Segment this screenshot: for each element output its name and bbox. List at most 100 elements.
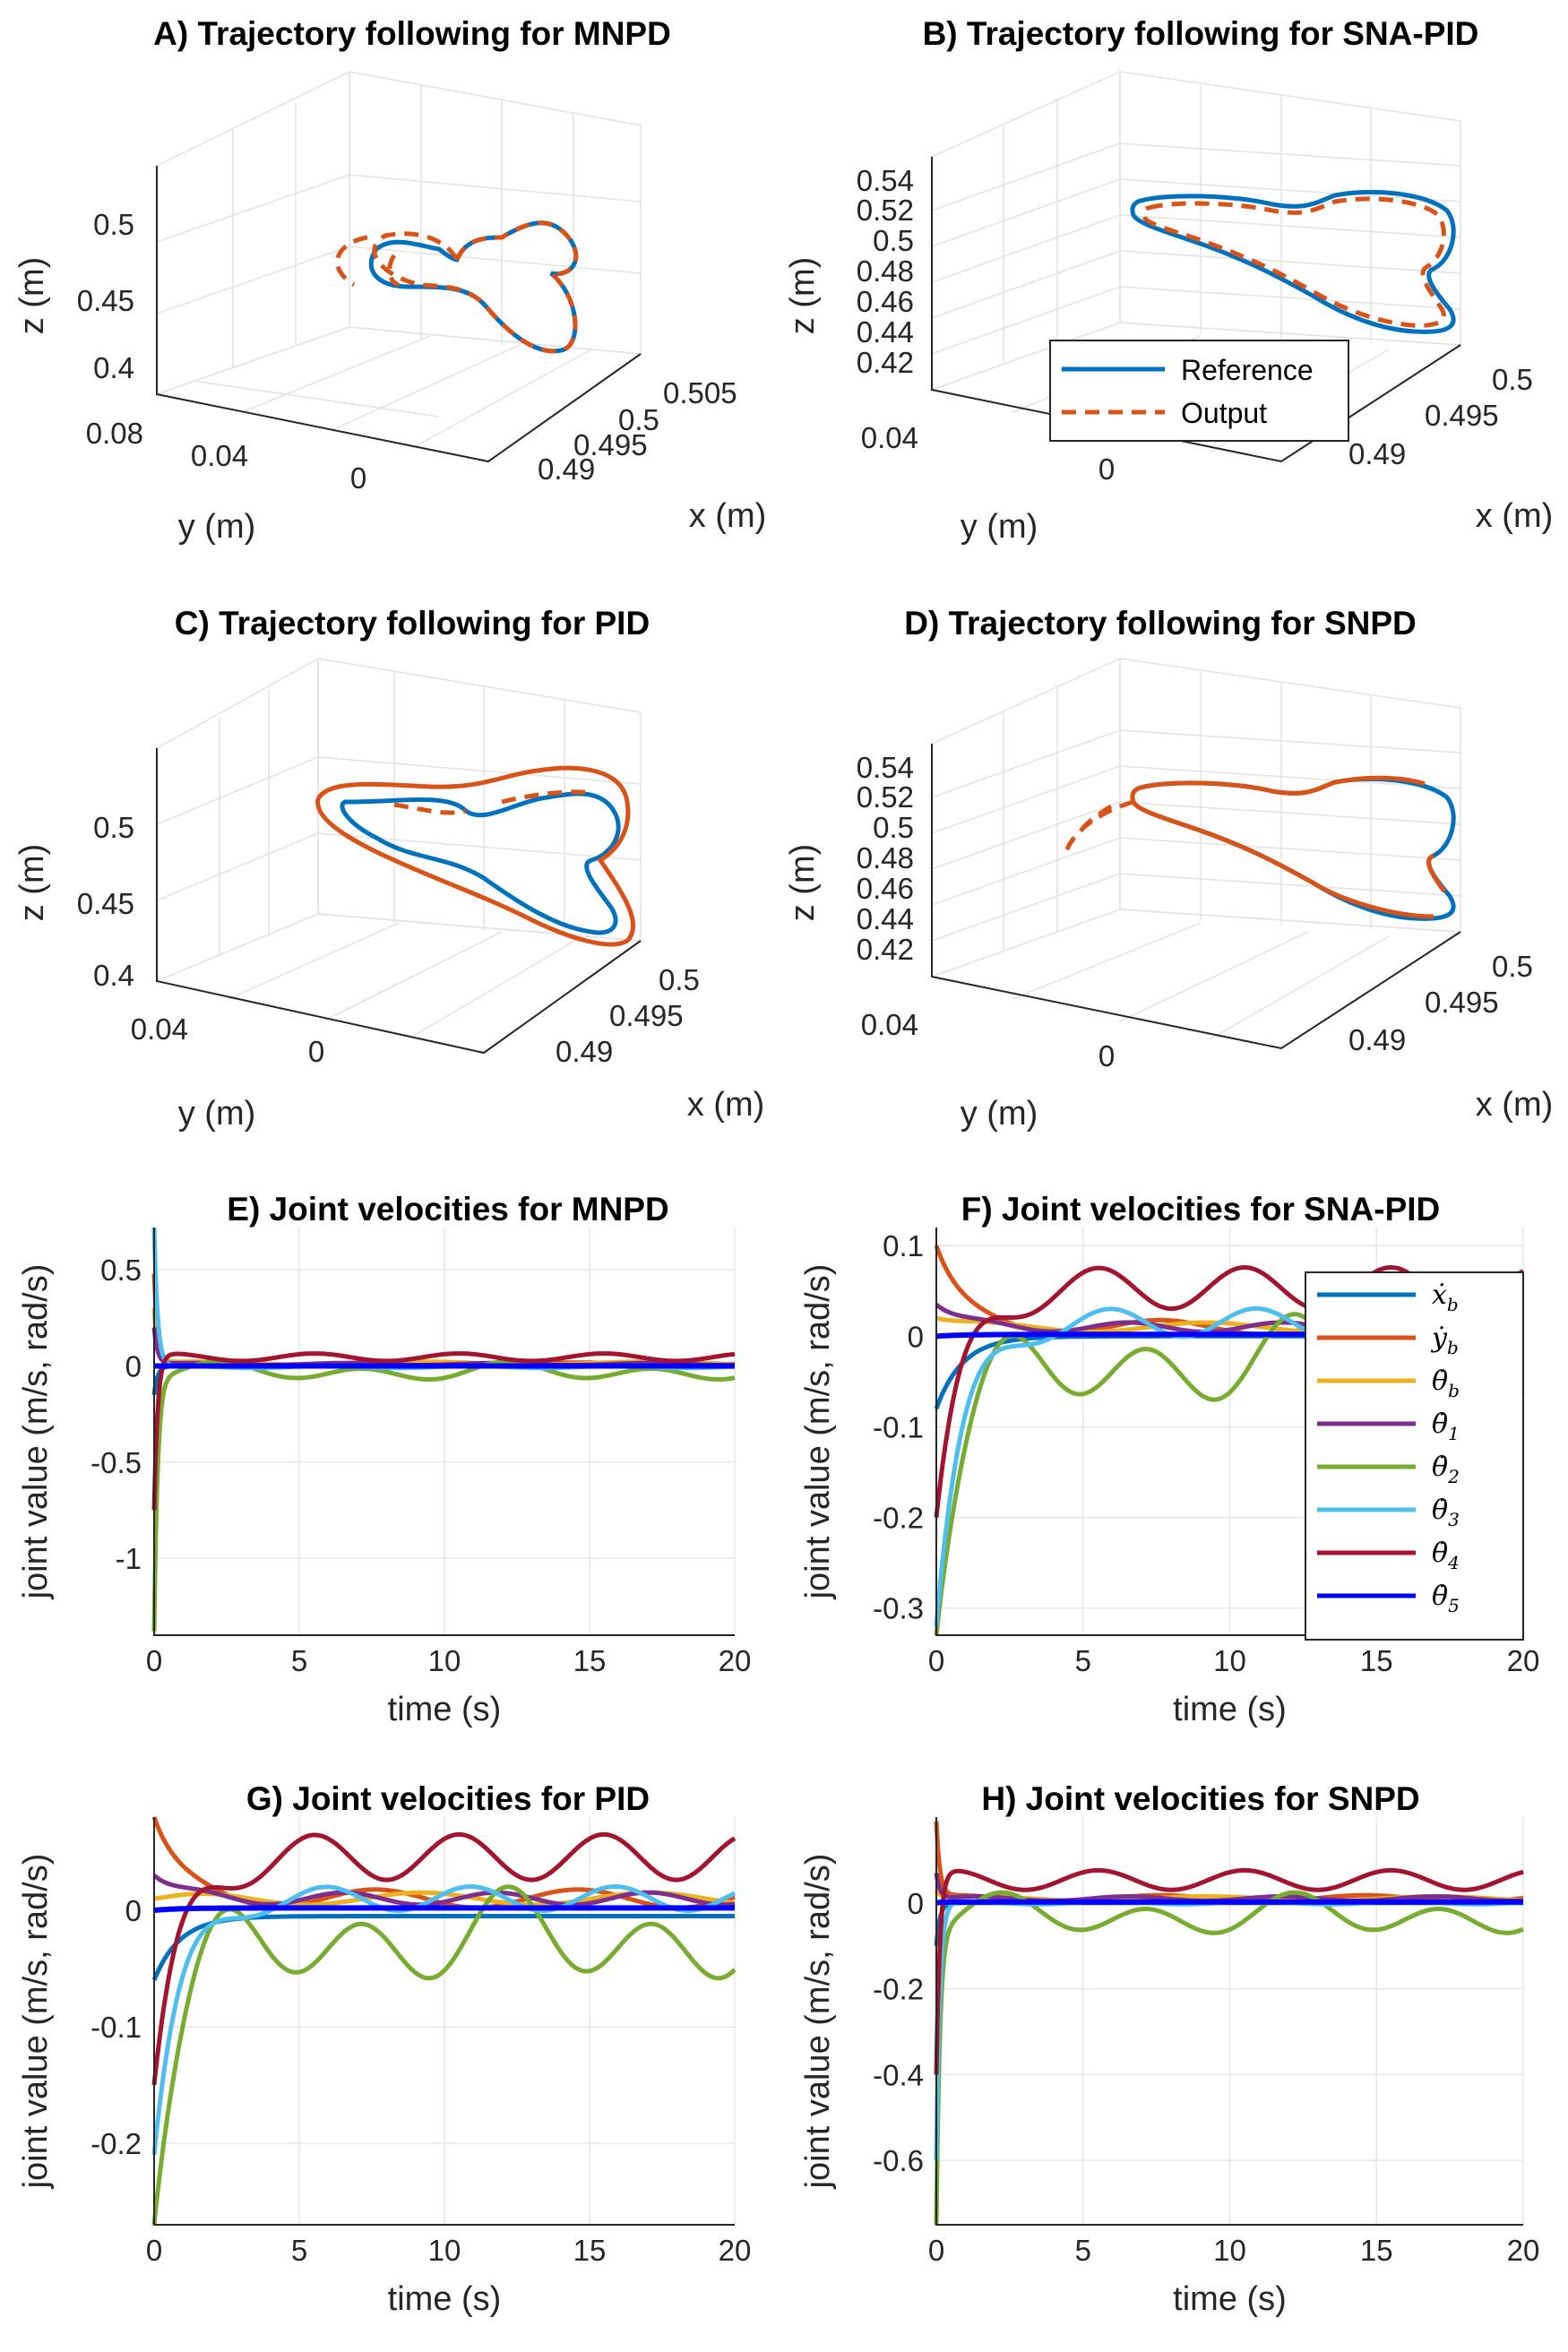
panel-e-title: E) Joint velocities for MNPD [227,1191,668,1228]
panel-d-z-tick: 0.48 [857,841,914,874]
series-theta-2-line [151,1884,737,2226]
panel-a-z-tick: 0.4 [93,351,134,384]
panel-d-grid [929,657,1463,1049]
panel-a-y-tick: 0.08 [86,417,143,450]
panel-f-title: F) Joint velocities for SNA-PID [961,1191,1441,1228]
x-axis-label: time (s) [388,2280,502,2318]
panel-b-x-tick: 0.5 [1492,363,1533,396]
x-tick-label: 15 [1360,1644,1393,1677]
panel-c-xlabel: x (m) [687,1086,765,1124]
x-tick-label: 15 [573,2234,607,2267]
panel-c-output-line [315,765,635,947]
x-axis-label: time (s) [388,1691,502,1728]
panel-c-y-tick: 0 [308,1035,324,1068]
x-tick-label: 5 [1075,2234,1091,2267]
y-tick-label: -0.5 [90,1446,142,1479]
y-axis-label: joint value (m/s, rad/s) [17,1264,55,1600]
panel-a-output-line [334,220,579,354]
velocity-legend-box [1305,1271,1524,1641]
panel-a-y-tick: 0.04 [191,439,248,472]
y-tick-label: -0.2 [90,2127,142,2160]
x-tick-label: 0 [146,2234,162,2267]
panel-a-x-tick: 0.495 [573,428,648,461]
panel-a-title: A) Trajectory following for MNPD [153,15,671,52]
y-axis-label: joint value (m/s, rad/s) [17,1854,55,2190]
panel-d: 0.54 0.52 0.5 0.48 0.46 0.44 0.42 0.04 0… [784,657,1554,1133]
panel-e: 0 5 10 15 20 0.5 0 -0.5 -1 time (s) joint value (m… [17,1227,751,1728]
panel-c-ylabel: y (m) [178,1095,256,1133]
panel-d-x-tick: 0.495 [1425,986,1499,1019]
series-theta-5-line [935,1899,1525,1906]
panel-c-title: C) Trajectory following for PID [175,605,650,642]
panel-b-title: B) Trajectory following for SNA-PID [923,15,1479,52]
y-tick-label: -0.3 [873,1592,924,1625]
panel-d-output-line [1130,775,1447,919]
panel-axes [935,1817,1523,2226]
x-tick-label: 10 [428,2234,461,2267]
panel-b-reference-line [1130,189,1456,334]
panel-a-ylabel: y (m) [178,508,256,546]
x-tick-label: 0 [928,2234,944,2267]
y-tick-label: -0.4 [873,2058,924,2091]
panel-h-title: H) Joint velocities for SNPD [981,1780,1419,1817]
panel-b-output-line [1141,196,1446,328]
panel-b-z-tick: 0.52 [857,194,914,227]
panel-g-title: G) Joint velocities for PID [246,1780,650,1817]
x-tick-label: 20 [1507,1644,1540,1677]
panel-d-z-tick: 0.54 [857,751,914,784]
y-tick-label: 0 [908,1320,924,1353]
panel-d-x-tick: 0.49 [1348,1023,1406,1056]
panel-b-z-tick: 0.5 [873,224,914,257]
panel-d-ylabel: y (m) [961,1095,1038,1133]
panel-b-xlabel: x (m) [1476,497,1554,535]
y-tick-label: 0 [125,1350,142,1383]
panel-b-legend: Reference Output [1049,340,1349,442]
x-axis-label: time (s) [1173,2280,1287,2318]
panel-d-zlabel: z (m) [784,844,822,922]
panel-b-z-tick: 0.44 [857,315,914,349]
panel-a-x-tick: 0.505 [663,376,737,409]
x-tick-label: 10 [1213,1644,1246,1677]
panel-a: 0.5 0.45 0.4 0.08 0.04 0 0.505 0.5 0.495… [13,70,767,546]
panel-a-xlabel: x (m) [689,497,767,535]
series-theta-4-line [151,1351,736,1511]
y-tick-label: 0.5 [100,1254,142,1287]
y-tick-label: -0.1 [873,1410,924,1443]
panel-c: 0.5 0.45 0.4 0.04 0 0.5 0.495 0.49 z (m)… [13,657,765,1133]
panel-c-x-tick: 0.49 [556,1035,613,1068]
y-tick-label: -0.2 [873,1502,924,1535]
panel-a-x-tick: 0.5 [618,403,659,436]
x-tick-label: 5 [291,1644,307,1677]
series-theta-4-line [151,1831,737,2086]
legend-label-x-b: ẋb [1432,1279,1459,1315]
series-theta-4-line [934,1867,1524,2075]
x-tick-label: 20 [1507,2234,1540,2267]
panel-a-x-tick: 0.49 [538,452,595,486]
y-tick-label: -0.2 [873,1973,924,2006]
panel-b-z-tick: 0.42 [857,346,914,379]
y-tick-label: -1 [116,1542,142,1575]
y-axis-label: joint value (m/s, rad/s) [799,1854,837,2190]
panel-c-x-tick: 0.495 [609,999,684,1032]
panel-b-x-tick: 0.49 [1348,437,1406,470]
panel-d-xlabel: x (m) [1476,1086,1554,1124]
panel-d-z-tick: 0.42 [857,933,914,966]
panel-axes [153,1817,735,2226]
panel-d-z-tick: 0.5 [873,811,914,844]
panel-d-axes [931,744,1461,1050]
panel-d-z-tick: 0.52 [857,780,914,814]
y-tick-label: 0 [908,1887,924,1920]
panel-c-z-tick: 0.5 [93,811,134,844]
y-tick-label: 0.1 [883,1229,924,1262]
y-tick-label: -0.1 [90,2011,142,2044]
panel-a-y-tick: 0 [350,461,366,495]
panel-d-x-tick: 0.5 [1492,950,1533,983]
panel-f: 0 5 10 15 20 0.1 0 -0.1 -0.2 -0.3 time (s) joint va… [799,1228,1539,1728]
panel-c-y-tick: 0.04 [131,1012,188,1046]
y-tick-label: 0 [125,1894,142,1927]
panel-d-y-tick: 0.04 [861,1008,918,1041]
panel-b-y-tick: 0 [1098,452,1115,486]
panel-b-y-tick: 0.04 [861,421,918,454]
panel-b-z-tick: 0.46 [857,285,914,318]
